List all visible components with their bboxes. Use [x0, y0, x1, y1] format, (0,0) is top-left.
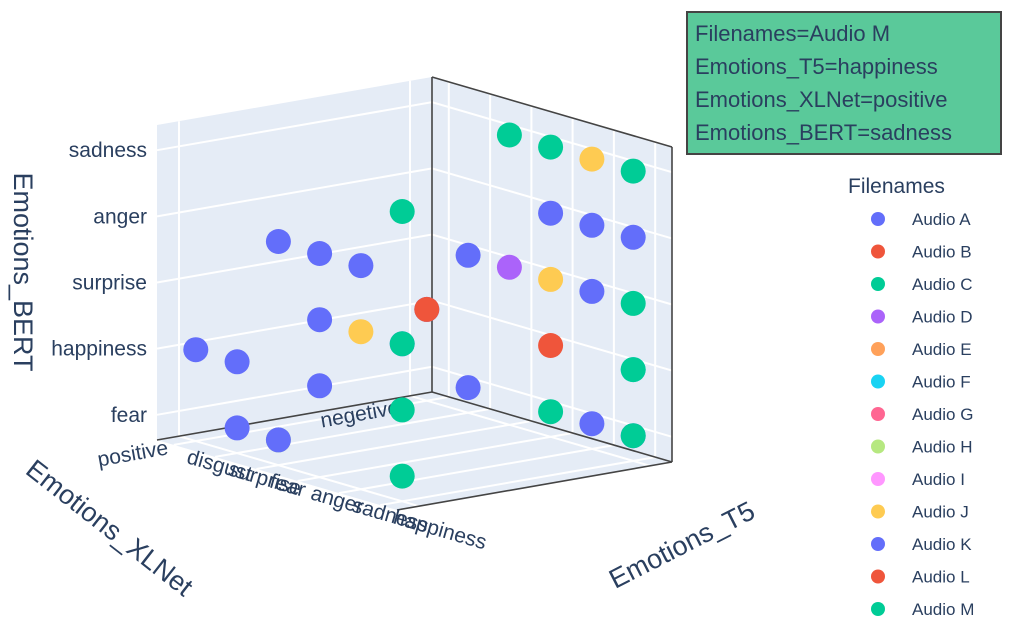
hover-line: Emotions_XLNet=positive — [695, 87, 948, 112]
point-audio-k[interactable] — [307, 373, 333, 399]
point-audio-m[interactable] — [620, 290, 646, 316]
hover-line: Emotions_BERT=sadness — [695, 120, 953, 145]
point-audio-l[interactable] — [414, 296, 440, 322]
legend-marker — [871, 504, 885, 519]
point-audio-m[interactable] — [620, 423, 646, 449]
x-tick-label: positive — [96, 436, 170, 471]
legend-title: Filenames — [848, 175, 945, 198]
hover-tooltip: Filenames=Audio M Emotions_T5=happiness Em… — [686, 11, 1002, 155]
point-audio-k[interactable] — [579, 411, 605, 437]
hover-line: Filenames=Audio M — [695, 21, 891, 46]
legend-item-audio-j[interactable]: Audio J — [871, 503, 969, 522]
hover-line: Emotions_T5=happiness — [695, 54, 938, 79]
z-tick-label: anger — [93, 205, 147, 228]
z-tick-label: fear — [111, 404, 147, 427]
box-edge — [431, 391, 673, 463]
data-points[interactable] — [183, 122, 646, 489]
point-audio-k[interactable] — [348, 253, 374, 279]
legend-marker — [871, 244, 885, 259]
legend-label: Audio I — [912, 470, 965, 489]
box-edge — [156, 391, 433, 441]
legend[interactable]: Filenames Audio A Audio B Audio C Audio D Au… — [848, 175, 974, 619]
legend-label: Audio F — [912, 373, 971, 392]
point-audio-k[interactable] — [265, 229, 291, 254]
legend-label: Audio G — [912, 405, 973, 424]
legend-marker — [871, 374, 885, 389]
legend-marker — [871, 277, 885, 291]
legend-item-audio-k[interactable]: Audio K — [871, 535, 972, 554]
legend-item-audio-i[interactable]: Audio I — [871, 470, 965, 489]
legend-label: Audio A — [912, 210, 971, 229]
legend-marker — [871, 342, 885, 356]
point-audio-k[interactable] — [183, 337, 209, 363]
z-tick-label: surprise — [72, 272, 147, 295]
legend-item-audio-c[interactable]: Audio C — [871, 275, 972, 294]
legend-item-audio-h[interactable]: Audio H — [871, 438, 972, 457]
point-audio-k[interactable] — [265, 427, 291, 453]
point-audio-m[interactable] — [496, 122, 522, 148]
point-audio-m[interactable] — [389, 397, 415, 423]
point-audio-k[interactable] — [224, 415, 250, 441]
legend-label: Audio H — [912, 438, 972, 457]
legend-item-audio-b[interactable]: Audio B — [871, 243, 972, 262]
point-audio-m[interactable] — [389, 463, 415, 489]
legend-label: Audio L — [912, 568, 970, 587]
legend-label: Audio M — [912, 600, 974, 619]
z-tick-label: happiness — [51, 338, 147, 361]
legend-marker — [871, 569, 885, 584]
legend-marker — [871, 212, 885, 226]
point-audio-k[interactable] — [538, 200, 564, 226]
legend-label: Audio C — [912, 275, 972, 294]
point-audio-m[interactable] — [620, 158, 646, 184]
point-audio-m[interactable] — [389, 331, 415, 357]
box-edge — [431, 76, 673, 148]
legend-item-audio-d[interactable]: Audio D — [871, 308, 972, 327]
z-axis-title: Emotions_BERT — [8, 172, 38, 371]
point-audio-m[interactable] — [538, 134, 564, 160]
axis-edges — [156, 76, 673, 511]
legend-item-audio-g[interactable]: Audio G — [871, 405, 973, 424]
y-tick-label: happiness — [391, 506, 489, 555]
legend-label: Audio K — [912, 535, 972, 554]
legend-label: Audio E — [912, 340, 972, 359]
point-audio-m[interactable] — [620, 357, 646, 383]
y-axis-title: Emotions_T5 — [604, 496, 759, 595]
legend-label: Audio D — [912, 308, 972, 327]
point-audio-l[interactable] — [538, 333, 564, 358]
floor-pane — [157, 392, 672, 510]
legend-marker — [871, 309, 885, 324]
z-tick-label: sadness — [69, 139, 147, 162]
point-audio-k[interactable] — [455, 375, 481, 401]
point-audio-k[interactable] — [579, 278, 605, 304]
point-audio-k[interactable] — [224, 349, 250, 375]
legend-item-audio-l[interactable]: Audio L — [871, 568, 970, 587]
point-audio-j[interactable] — [538, 266, 564, 292]
legend-marker — [871, 472, 885, 486]
point-audio-k[interactable] — [620, 224, 646, 250]
legend-item-audio-m[interactable]: Audio M — [871, 600, 974, 619]
legend-item-audio-a[interactable]: Audio A — [871, 210, 971, 229]
box-edge — [396, 461, 673, 511]
point-audio-m[interactable] — [389, 199, 415, 224]
point-audio-d[interactable] — [496, 254, 522, 280]
legend-marker — [871, 407, 885, 421]
legend-item-audio-f[interactable]: Audio F — [871, 373, 971, 392]
legend-marker — [871, 439, 885, 454]
x-axis-title: Emotions_XLNet — [20, 454, 199, 603]
point-audio-k[interactable] — [579, 212, 605, 238]
legend-label: Audio J — [912, 503, 969, 522]
legend-item-audio-e[interactable]: Audio E — [871, 340, 972, 359]
point-audio-k[interactable] — [307, 241, 333, 266]
point-audio-j[interactable] — [348, 319, 374, 345]
legend-label: Audio B — [912, 243, 972, 262]
legend-marker — [871, 602, 885, 616]
legend-marker — [871, 537, 885, 551]
point-audio-k[interactable] — [455, 242, 481, 268]
point-audio-k[interactable] — [307, 307, 333, 333]
point-audio-j[interactable] — [579, 146, 605, 172]
point-audio-m[interactable] — [538, 399, 564, 425]
